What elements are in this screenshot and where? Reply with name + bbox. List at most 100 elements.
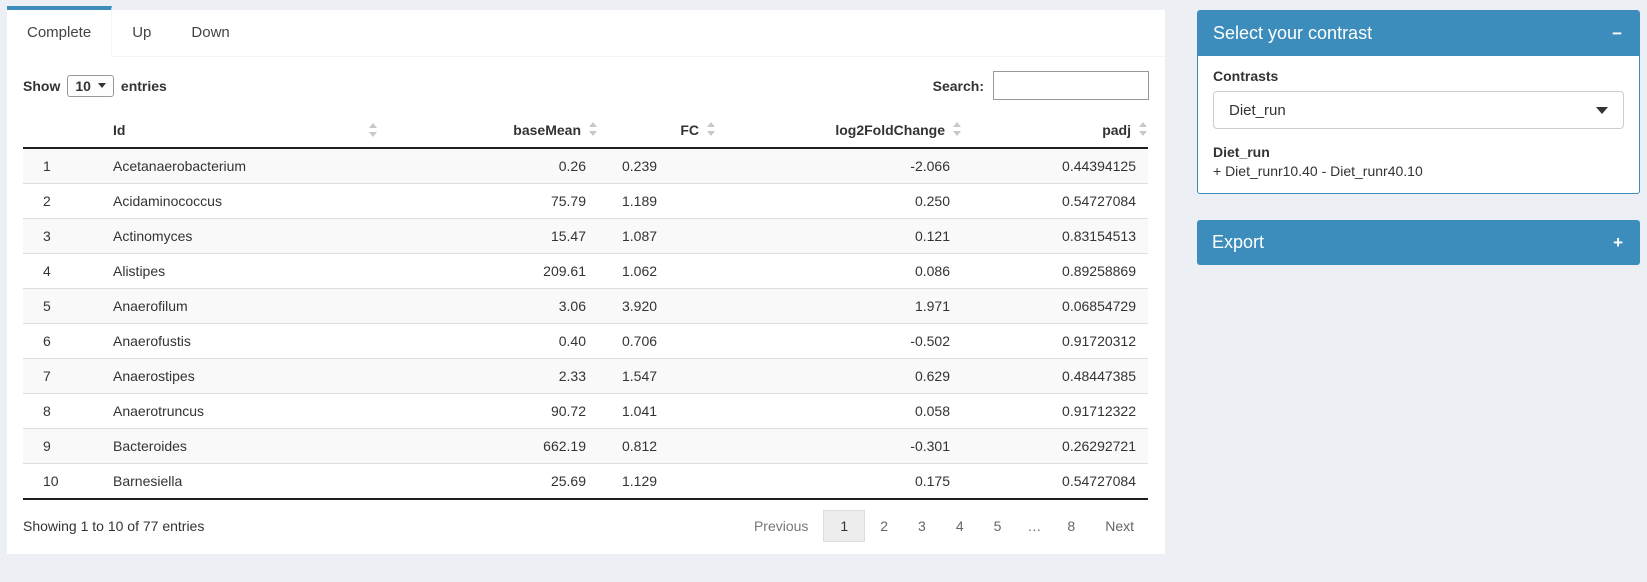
cell-fc: 0.239 [622, 158, 658, 174]
table-row[interactable]: 10 Barnesiella 25.69 1.129 0.175 0.54727… [23, 463, 1148, 500]
table-container: Show 10 entries Search: [7, 57, 1165, 542]
cell-basemean: 209.61 [388, 253, 598, 289]
contrast-detail-name: Diet_run [1213, 144, 1270, 160]
cell-fc: 1.087 [598, 218, 716, 254]
cell-id: Acidaminococcus [93, 183, 388, 219]
cell-id: Barnesiella [93, 463, 388, 500]
cell-padj: 0.91720312 [962, 323, 1148, 359]
contrast-detail: Diet_run + Diet_runr10.40 - Diet_runr40.… [1213, 144, 1624, 179]
cell-padj: 0.83154513 [962, 218, 1148, 254]
cell-padj: 0.89258869 [962, 253, 1148, 289]
table-row[interactable]: 3 Actinomyces 15.47 1.087 0.121 0.831545… [23, 218, 1148, 254]
column-label: padj [1102, 122, 1131, 138]
pagination-page-4[interactable]: 4 [955, 518, 964, 534]
cell-padj: 0.54727084 [962, 183, 1148, 219]
cell-index: 4 [23, 253, 93, 289]
table-row[interactable]: 4 Alistipes 209.61 1.062 0.086 0.8925886… [23, 253, 1148, 289]
cell-index: 8 [23, 393, 93, 429]
contrast-detail-formula: + Diet_runr10.40 - Diet_runr40.10 [1213, 163, 1423, 179]
column-header-fc[interactable]: FC [598, 114, 716, 149]
table-header-row: Id baseMean FC log2FoldChange [23, 114, 1148, 149]
collapse-icon[interactable]: − [1612, 24, 1622, 43]
table-controls: Show 10 entries Search: [23, 71, 1149, 100]
page-length-select[interactable]: 10 [67, 74, 114, 97]
cell-fc: 1.547 [598, 358, 716, 394]
contrast-select[interactable]: Diet_run [1213, 91, 1624, 129]
cell-index: 7 [23, 358, 93, 394]
cell-log2foldchange: 0.629 [716, 358, 962, 394]
tab-up[interactable]: Up [132, 24, 152, 41]
tab-bar: Complete Up Down [7, 6, 1165, 57]
cell-log2foldchange: -2.066 [910, 158, 950, 174]
cell-id: Alistipes [93, 253, 388, 289]
column-header-id[interactable]: Id [93, 114, 388, 149]
cell-padj: 0.54727084 [962, 463, 1148, 500]
contrast-box-header: Select your contrast − [1198, 11, 1639, 56]
cell-id: Actinomyces [93, 218, 388, 254]
column-header-basemean[interactable]: baseMean [388, 114, 598, 149]
sort-icon [368, 122, 378, 138]
page-length-control: Show 10 entries [23, 74, 167, 97]
contrasts-label: Contrasts [1213, 68, 1279, 84]
sidebar: Select your contrast − Contrasts Diet_ru… [1197, 10, 1640, 554]
cell-fc: 0.706 [598, 323, 716, 359]
pagination-page-8[interactable]: 8 [1067, 518, 1076, 534]
cell-id: Bacteroides [93, 428, 388, 464]
pagination-ellipsis: … [1027, 518, 1042, 534]
cell-basemean: 0.26 [558, 158, 586, 174]
page-length-value: 10 [75, 77, 91, 94]
export-box-title: Export [1212, 232, 1265, 252]
pagination: Previous 1 2 3 4 5 … 8 Next [739, 510, 1149, 542]
cell-id: Anaerofustis [93, 323, 388, 359]
column-header-log2foldchange[interactable]: log2FoldChange [716, 114, 962, 149]
cell-padj: 0.91712322 [962, 393, 1148, 429]
cell-basemean: 3.06 [388, 288, 598, 324]
cell-log2foldchange: 0.175 [716, 463, 962, 500]
cell-id: Acetanaerobacterium [113, 158, 247, 174]
cell-padj: 0.44394125 [1062, 158, 1136, 174]
cell-basemean: 2.33 [388, 358, 598, 394]
table-row[interactable]: 2 Acidaminococcus 75.79 1.189 0.250 0.54… [23, 183, 1148, 219]
sort-icon [952, 122, 962, 137]
table-row[interactable]: 1 Acetanaerobacterium 0.26 0.239 -2.066 … [23, 148, 1148, 184]
column-header-padj[interactable]: padj [962, 114, 1148, 149]
pagination-next[interactable]: Next [1105, 518, 1134, 534]
pagination-page-5[interactable]: 5 [993, 518, 1002, 534]
column-label: Id [113, 122, 126, 138]
cell-index: 2 [23, 183, 93, 219]
cell-id: Anaerostipes [93, 358, 388, 394]
cell-fc: 1.041 [598, 393, 716, 429]
cell-basemean: 90.72 [388, 393, 598, 429]
table-row[interactable]: 7 Anaerostipes 2.33 1.547 0.629 0.484473… [23, 358, 1148, 394]
cell-log2foldchange: -0.502 [716, 323, 962, 359]
search-input[interactable] [993, 71, 1149, 100]
search-label: Search: [932, 77, 984, 94]
sort-icon [588, 122, 598, 137]
cell-basemean: 25.69 [388, 463, 598, 500]
expand-icon[interactable]: + [1613, 233, 1623, 252]
cell-log2foldchange: 0.121 [716, 218, 962, 254]
cell-basemean: 75.79 [388, 183, 598, 219]
pagination-page-2[interactable]: 2 [880, 518, 889, 534]
pagination-page-3[interactable]: 3 [918, 518, 926, 534]
cell-log2foldchange: 1.971 [716, 288, 962, 324]
tab-down[interactable]: Down [191, 24, 230, 41]
table-row[interactable]: 9 Bacteroides 662.19 0.812 -0.301 0.2629… [23, 428, 1148, 464]
table-row[interactable]: 6 Anaerofustis 0.40 0.706 -0.502 0.91720… [23, 323, 1148, 359]
cell-padj: 0.26292721 [962, 428, 1148, 464]
tab-complete[interactable]: Complete [7, 6, 113, 57]
table-row[interactable]: 8 Anaerotruncus 90.72 1.041 0.058 0.9171… [23, 393, 1148, 429]
cell-fc: 1.062 [598, 253, 716, 289]
caret-down-icon [1596, 106, 1608, 114]
contrast-box: Select your contrast − Contrasts Diet_ru… [1197, 10, 1640, 194]
column-label: baseMean [513, 122, 581, 138]
caret-down-icon [97, 83, 106, 88]
column-header-index [23, 114, 93, 149]
cell-index: 1 [43, 158, 51, 174]
cell-basemean: 15.47 [388, 218, 598, 254]
cell-index: 5 [23, 288, 93, 324]
table-row[interactable]: 5 Anaerofilum 3.06 3.920 1.971 0.0685472… [23, 288, 1148, 324]
pagination-previous[interactable]: Previous [753, 518, 809, 534]
results-table: Id baseMean FC log2FoldChange [23, 114, 1148, 500]
pagination-page-1[interactable]: 1 [823, 510, 866, 542]
